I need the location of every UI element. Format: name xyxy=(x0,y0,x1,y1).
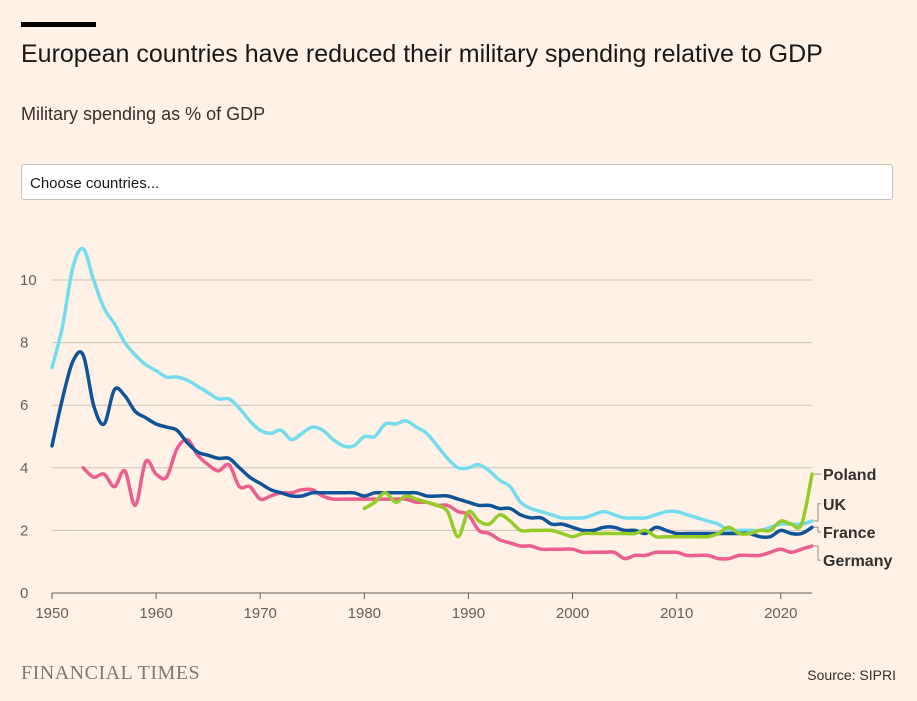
series-label-uk: UK xyxy=(823,497,847,514)
y-tick-label: 0 xyxy=(20,585,28,602)
y-tick-label: 10 xyxy=(20,272,37,289)
y-tick-label: 2 xyxy=(20,522,28,539)
label-leader-france xyxy=(814,526,821,533)
y-tick-label: 8 xyxy=(20,335,28,352)
series-label-poland: Poland xyxy=(823,467,876,484)
x-tick-label: 1960 xyxy=(139,605,172,622)
chart-title: European countries have reduced their mi… xyxy=(21,40,823,68)
x-tick-label: 2000 xyxy=(556,605,589,622)
series-line-poland xyxy=(362,472,814,539)
y-tick-label: 4 xyxy=(20,460,28,477)
y-tick-label: 6 xyxy=(20,397,28,414)
x-tick-label: 2020 xyxy=(764,605,797,622)
series-label-germany: Germany xyxy=(823,553,892,570)
title-accent-bar xyxy=(21,22,96,27)
country-select[interactable]: Choose countries... xyxy=(21,164,893,200)
series-line-germany xyxy=(81,437,814,561)
country-select-placeholder: Choose countries... xyxy=(30,175,160,192)
x-tick-label: 1970 xyxy=(244,605,277,622)
series-line-uk xyxy=(50,246,814,533)
source-note: Source: SIPRI xyxy=(807,667,896,683)
ft-logo: FINANCIAL TIMES xyxy=(21,662,201,684)
series-label-france: France xyxy=(823,525,876,542)
label-leader-germany xyxy=(814,545,821,561)
x-tick-label: 1990 xyxy=(452,605,485,622)
x-tick-label: 2010 xyxy=(660,605,693,622)
series-line-france xyxy=(50,350,814,540)
x-tick-label: 1980 xyxy=(348,605,381,622)
label-leader-uk xyxy=(814,503,821,522)
chart-subtitle: Military spending as % of GDP xyxy=(21,104,266,124)
x-tick-label: 1950 xyxy=(35,605,68,622)
